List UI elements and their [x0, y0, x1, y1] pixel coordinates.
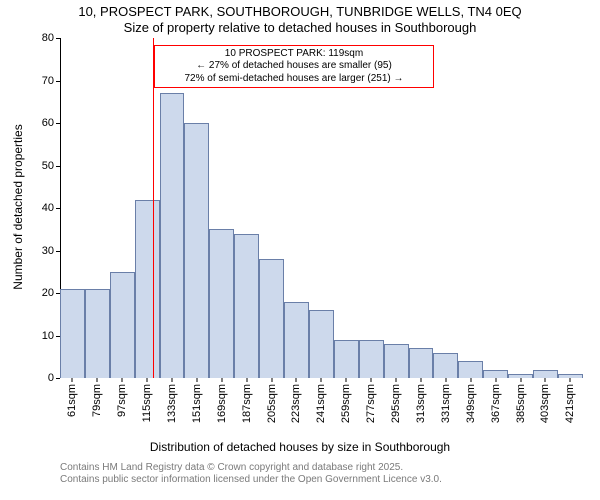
x-tick-label: 403sqm	[539, 384, 551, 423]
histogram-bar	[533, 370, 558, 379]
x-tick-label: 385sqm	[515, 384, 527, 423]
chart-footer: Contains HM Land Registry data © Crown c…	[0, 462, 600, 486]
x-tick-mark	[420, 378, 421, 382]
x-tick-label: 223sqm	[290, 384, 302, 423]
y-tick-mark	[56, 208, 60, 209]
x-tick-label: 331sqm	[440, 384, 452, 423]
histogram-bar	[184, 123, 209, 378]
histogram-bar	[334, 340, 359, 378]
x-tick-label: 277sqm	[365, 384, 377, 423]
x-tick-label: 259sqm	[340, 384, 352, 423]
annotation-box: 10 PROSPECT PARK: 119sqm← 27% of detache…	[154, 45, 435, 89]
annotation-line1: 10 PROSPECT PARK: 119sqm	[159, 48, 430, 61]
x-tick-mark	[72, 378, 73, 382]
histogram-bar	[110, 272, 135, 378]
marker-line	[153, 38, 154, 378]
x-tick-label: 79sqm	[91, 384, 103, 417]
x-tick-mark	[147, 378, 148, 382]
y-tick-mark	[56, 123, 60, 124]
x-axis-label: Distribution of detached houses by size …	[0, 440, 600, 454]
histogram-bar	[135, 200, 160, 379]
y-tick-mark	[56, 166, 60, 167]
x-tick-label: 205sqm	[266, 384, 278, 423]
histogram-bar	[483, 370, 508, 379]
y-tick-mark	[56, 38, 60, 39]
histogram-bar	[359, 340, 384, 378]
x-tick-mark	[122, 378, 123, 382]
y-tick-mark	[56, 81, 60, 82]
chart-plot-area: 0102030405060708061sqm79sqm97sqm115sqm13…	[60, 38, 580, 378]
y-axis-label: Number of detached properties	[11, 107, 25, 307]
x-tick-mark	[321, 378, 322, 382]
x-tick-label: 367sqm	[490, 384, 502, 423]
x-tick-mark	[97, 378, 98, 382]
histogram-bar	[384, 344, 409, 378]
x-tick-mark	[371, 378, 372, 382]
x-tick-label: 421sqm	[564, 384, 576, 423]
histogram-bar	[284, 302, 309, 379]
x-tick-mark	[520, 378, 521, 382]
x-tick-mark	[470, 378, 471, 382]
chart-title-line1: 10, PROSPECT PARK, SOUTHBOROUGH, TUNBRID…	[0, 4, 600, 20]
histogram-bar	[234, 234, 259, 379]
x-tick-label: 133sqm	[166, 384, 178, 423]
x-tick-mark	[196, 378, 197, 382]
x-tick-label: 61sqm	[66, 384, 78, 417]
footer-line2: Contains public sector information licen…	[60, 474, 600, 486]
chart-title-line2: Size of property relative to detached ho…	[0, 20, 600, 36]
x-tick-mark	[570, 378, 571, 382]
x-tick-label: 187sqm	[241, 384, 253, 423]
annotation-line2: ← 27% of detached houses are smaller (95…	[159, 60, 430, 73]
x-tick-mark	[296, 378, 297, 382]
annotation-line3: 72% of semi-detached houses are larger (…	[159, 73, 430, 86]
histogram-bar	[60, 289, 85, 378]
x-tick-label: 241sqm	[315, 384, 327, 423]
footer-line1: Contains HM Land Registry data © Crown c…	[60, 462, 600, 474]
histogram-bar	[458, 361, 483, 378]
x-tick-mark	[545, 378, 546, 382]
x-tick-label: 313sqm	[415, 384, 427, 423]
x-tick-label: 169sqm	[216, 384, 228, 423]
x-tick-label: 151sqm	[191, 384, 203, 423]
histogram-bar	[409, 348, 434, 378]
x-tick-label: 97sqm	[116, 384, 128, 417]
x-tick-label: 349sqm	[465, 384, 477, 423]
histogram-bar	[160, 93, 185, 378]
x-tick-mark	[221, 378, 222, 382]
x-tick-mark	[271, 378, 272, 382]
histogram-bar	[259, 259, 284, 378]
histogram-bar	[309, 310, 334, 378]
x-tick-mark	[346, 378, 347, 382]
y-tick-mark	[56, 378, 60, 379]
x-tick-mark	[246, 378, 247, 382]
histogram-bar	[433, 353, 458, 379]
histogram-bar	[85, 289, 110, 378]
y-tick-mark	[56, 251, 60, 252]
x-tick-mark	[396, 378, 397, 382]
x-tick-mark	[445, 378, 446, 382]
x-tick-label: 295sqm	[390, 384, 402, 423]
x-tick-mark	[495, 378, 496, 382]
histogram-bar	[209, 229, 234, 378]
x-tick-mark	[172, 378, 173, 382]
x-tick-label: 115sqm	[141, 384, 153, 422]
